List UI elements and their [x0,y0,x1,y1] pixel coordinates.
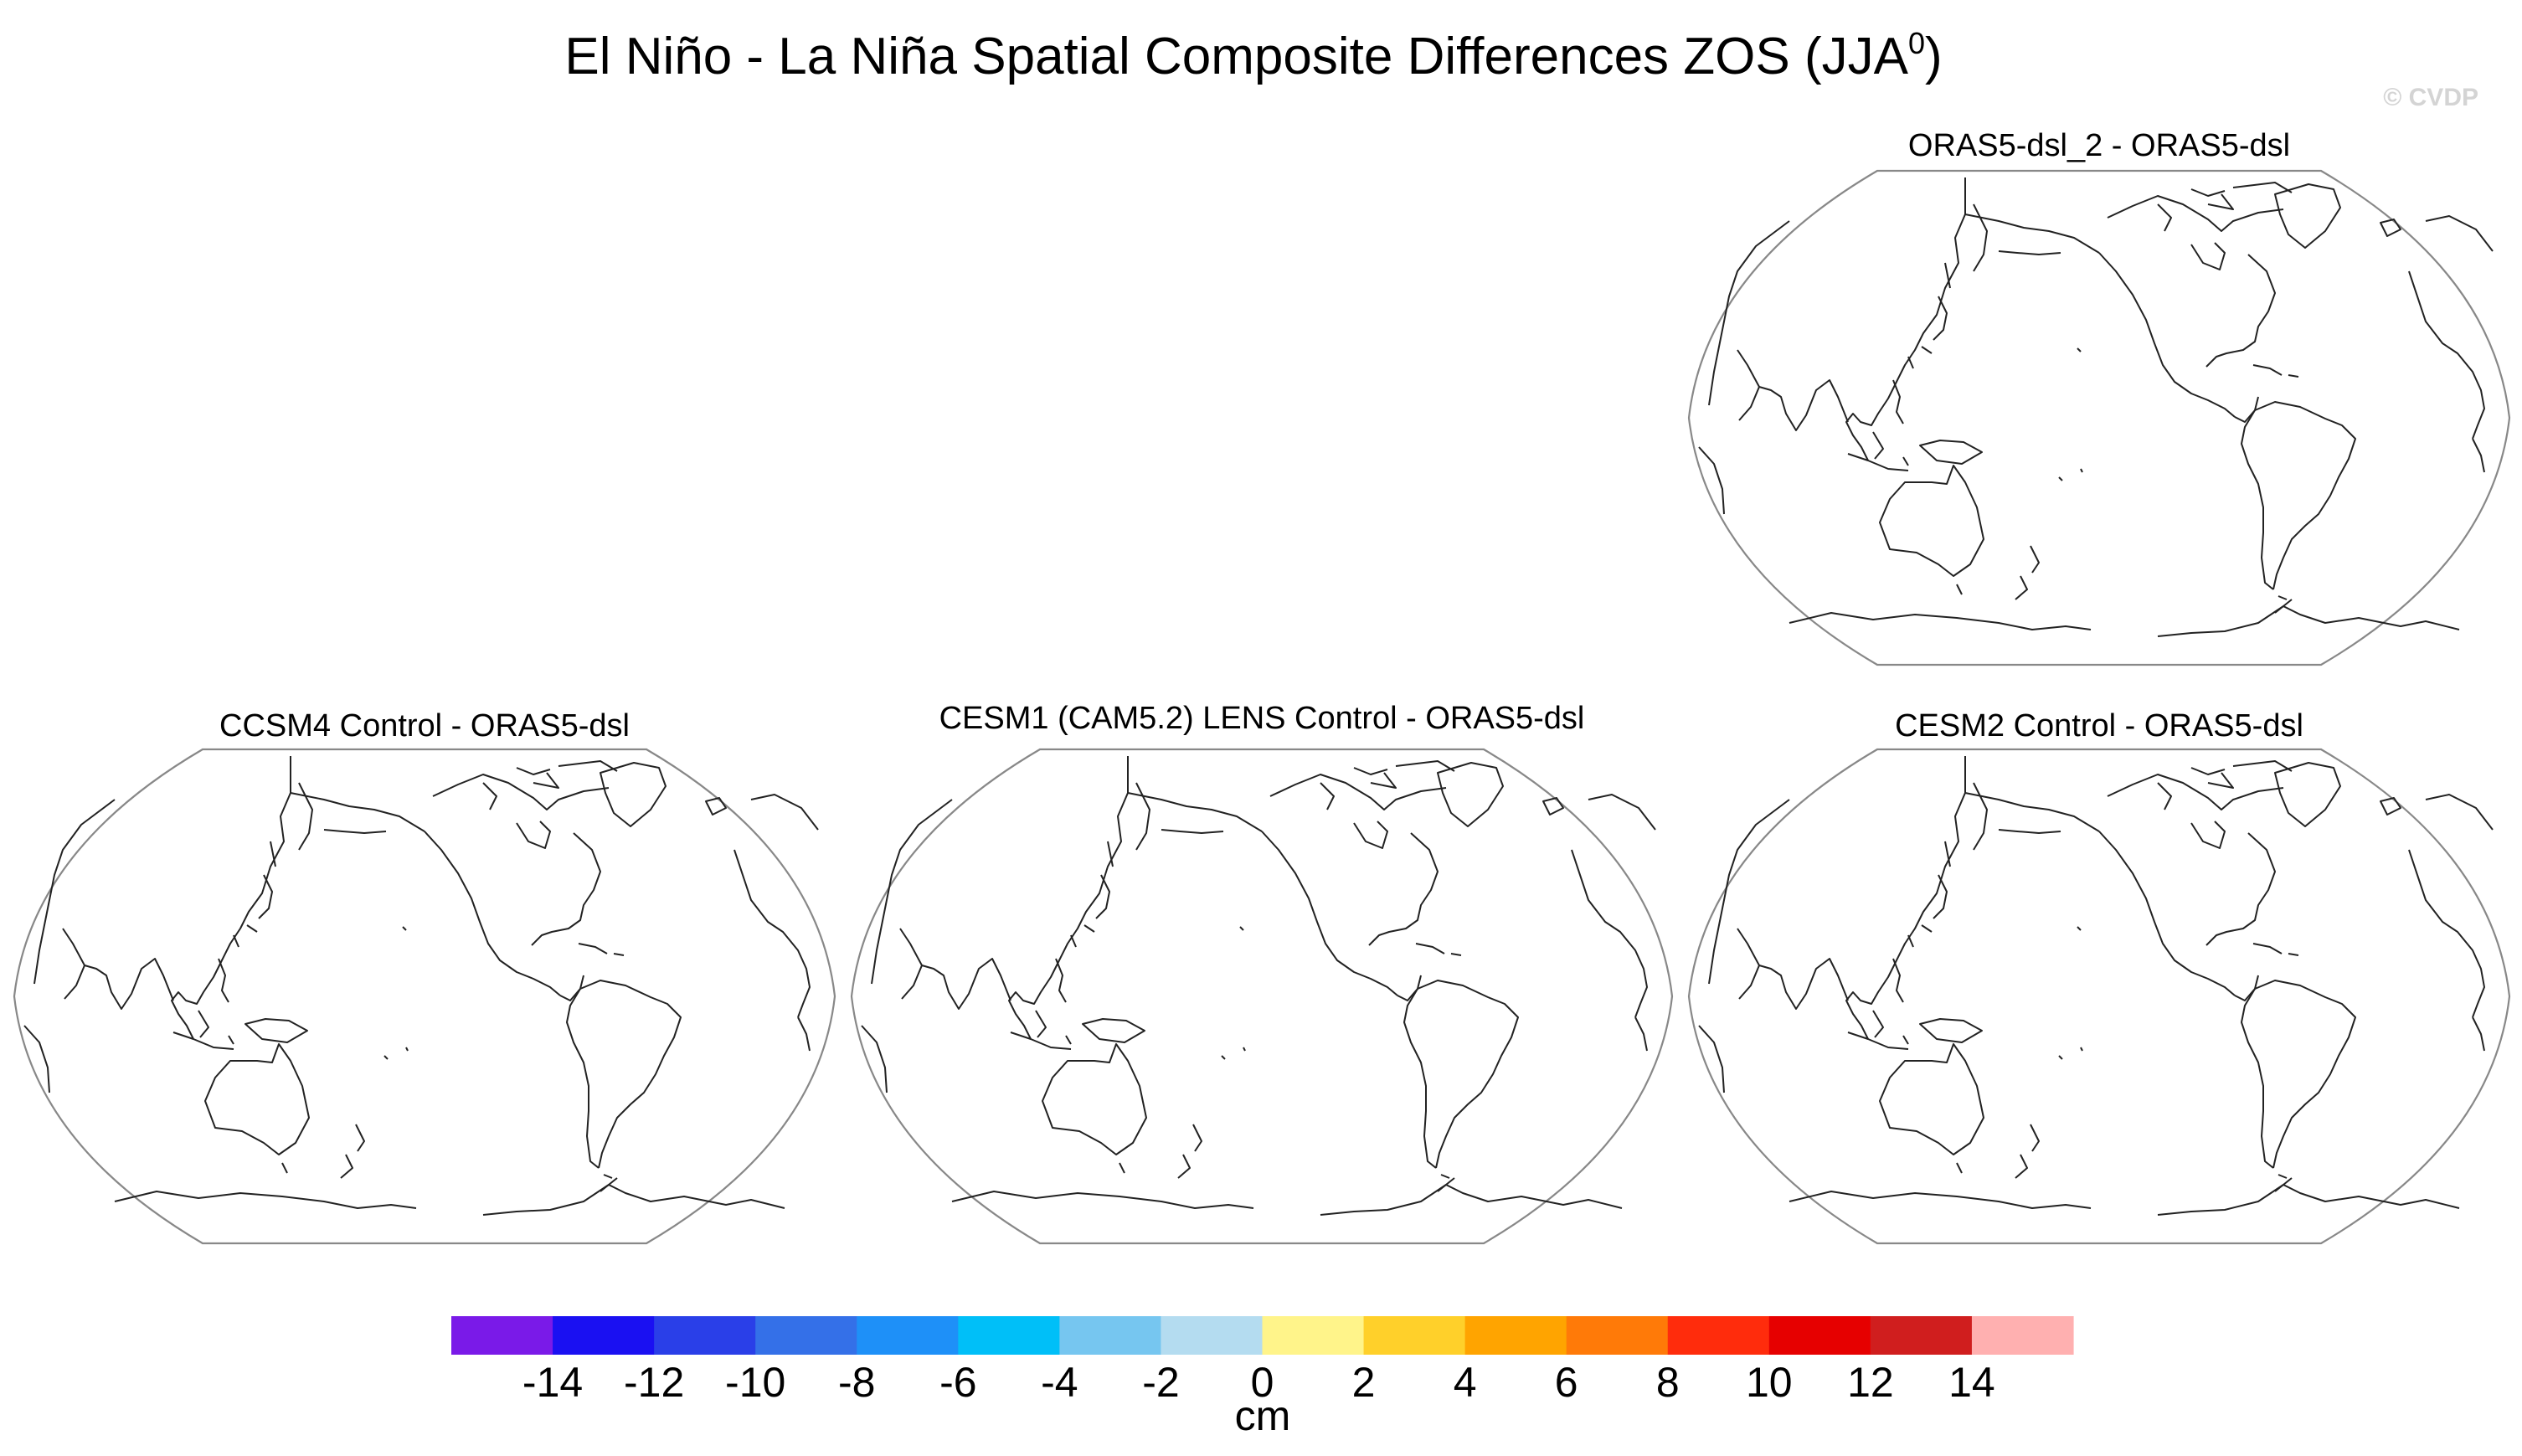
panel-title: CCSM4 Control - ORAS5-dsl [219,708,630,743]
world-map [850,748,1674,1245]
colorbar-swatch [1870,1316,1973,1355]
colorbar-tick-label: 14 [1948,1359,1995,1406]
colorbar-swatch [451,1316,553,1355]
colorbar-swatch [958,1316,1060,1355]
colorbar-swatch [654,1316,756,1355]
colorbar-swatch [1464,1316,1567,1355]
panel-title: ORAS5-dsl_2 - ORAS5-dsl [1908,128,2290,163]
map-panel-oras5-dsl2: ORAS5-dsl_2 - ORAS5-dsl [1687,128,2511,666]
colorbar-swatch [857,1316,959,1355]
watermark: © CVDP [2383,84,2478,111]
map-panel-cesm1: CESM1 (CAM5.2) LENS Control - ORAS5-dsl [850,701,1674,1245]
colorbar-swatch [1768,1316,1871,1355]
colorbar-tick-label: 0 [1251,1359,1274,1406]
colorbar-tick-label: -14 [522,1359,583,1406]
colorbar-tick-label: -12 [624,1359,684,1406]
figure-title: El Niño - La Niña Spatial Composite Diff… [564,26,1942,85]
colorbar-swatch [1262,1316,1365,1355]
colorbar-tick-label: -10 [725,1359,785,1406]
world-map [1687,169,2511,666]
colorbar-swatch [1059,1316,1162,1355]
colorbar-tick-label: 4 [1454,1359,1477,1406]
panel-title: CESM2 Control - ORAS5-dsl [1895,708,2303,743]
colorbar-unit-label: cm [1235,1392,1291,1439]
map-panel-ccsm4: CCSM4 Control - ORAS5-dsl [13,708,836,1245]
colorbar-tick-label: 8 [1656,1359,1680,1406]
colorbar-swatch [1363,1316,1466,1355]
colorbar-swatch [1667,1316,1770,1355]
colorbar-swatch [755,1316,857,1355]
colorbar-swatch [553,1316,655,1355]
colorbar: -14 -12 -10 -8 -6 -4 -2 0 2 4 6 8 10 12 14 [451,1316,2074,1406]
world-map [13,748,836,1245]
colorbar-swatch [1971,1316,2074,1355]
colorbar-tick-label: -6 [939,1359,976,1406]
colorbar-tick-label: 12 [1847,1359,1894,1406]
colorbar-swatch [1161,1316,1264,1355]
map-panel-cesm2: CESM2 Control - ORAS5-dsl [1687,708,2511,1245]
world-map [1687,748,2511,1245]
colorbar-tick-label: -8 [838,1359,875,1406]
colorbar-swatch [1566,1316,1669,1355]
colorbar-tick-label: 6 [1555,1359,1578,1406]
colorbar-tick-label: -2 [1142,1359,1179,1406]
colorbar-tick-label: 2 [1352,1359,1376,1406]
colorbar-tick-label: 10 [1746,1359,1793,1406]
colorbar-tick-label: -4 [1041,1359,1078,1406]
panel-title: CESM1 (CAM5.2) LENS Control - ORAS5-dsl [939,701,1585,736]
